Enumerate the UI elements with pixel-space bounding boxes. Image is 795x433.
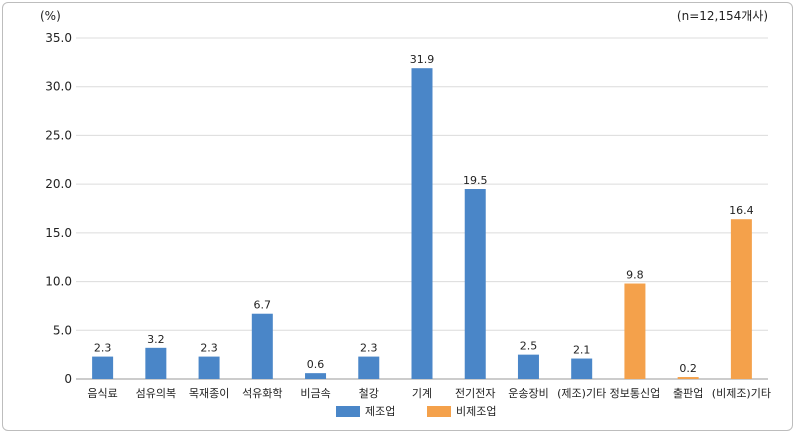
data-label: 31.9	[410, 53, 435, 66]
bar-3	[198, 356, 220, 379]
bar-13	[730, 219, 752, 379]
category-label: 목재종이	[189, 387, 229, 400]
category-label: 비금속	[300, 387, 330, 400]
data-label: 0.6	[307, 358, 325, 371]
y-tick-label: 0	[64, 372, 72, 386]
bar-1	[92, 356, 114, 379]
data-label: 2.3	[94, 342, 112, 355]
legend-swatch	[427, 406, 451, 417]
category-label: 음식료	[87, 387, 117, 400]
bar-8	[464, 189, 486, 379]
category-label: 정보통신업	[610, 387, 661, 400]
category-label: 섬유의복	[136, 387, 176, 400]
data-label: 0.2	[679, 362, 697, 375]
category-label: (제조)기타	[557, 387, 606, 400]
bar-5	[305, 373, 327, 379]
category-label: 전기전자	[455, 387, 495, 400]
legend-label: 비제조업	[456, 405, 496, 418]
data-label: 2.3	[360, 342, 378, 355]
data-label: 16.4	[729, 204, 754, 217]
category-label: 운송장비	[508, 387, 548, 400]
bar-10	[571, 358, 593, 379]
category-label: 석유화학	[242, 387, 282, 400]
bar-6	[358, 356, 380, 379]
bar-4	[251, 313, 273, 379]
legend-swatch	[336, 406, 360, 417]
y-tick-label: 20.0	[45, 177, 72, 191]
data-label: 2.1	[573, 344, 591, 357]
category-label: 출판업	[673, 387, 703, 400]
bar-11	[624, 283, 646, 379]
y-unit-label: (%)	[40, 9, 61, 23]
category-label: 철강	[359, 387, 379, 400]
legend-item-nonmfg: 비제조업	[427, 405, 496, 418]
y-tick-label: 30.0	[45, 80, 72, 94]
data-label: 19.5	[463, 174, 488, 187]
y-tick-label: 5.0	[53, 323, 72, 337]
category-label: (비제조)기타	[712, 387, 771, 400]
bar-7	[411, 68, 433, 380]
legend-item-mfg: 제조업	[336, 405, 395, 418]
bar-12	[677, 377, 699, 379]
data-label: 2.3	[200, 342, 218, 355]
category-label: 기계	[412, 387, 432, 400]
bar-9	[517, 354, 539, 379]
data-label: 9.8	[626, 269, 644, 282]
data-label: 6.7	[254, 299, 272, 312]
y-tick-label: 35.0	[45, 31, 72, 45]
bar-2	[145, 347, 167, 379]
legend-label: 제조업	[365, 405, 395, 418]
y-tick-label: 10.0	[45, 275, 72, 289]
y-tick-label: 25.0	[45, 128, 72, 142]
data-label: 2.5	[520, 340, 538, 353]
data-label: 3.2	[147, 333, 165, 346]
sample-size-note: (n=12,154개사)	[677, 9, 768, 23]
y-tick-label: 15.0	[45, 226, 72, 240]
